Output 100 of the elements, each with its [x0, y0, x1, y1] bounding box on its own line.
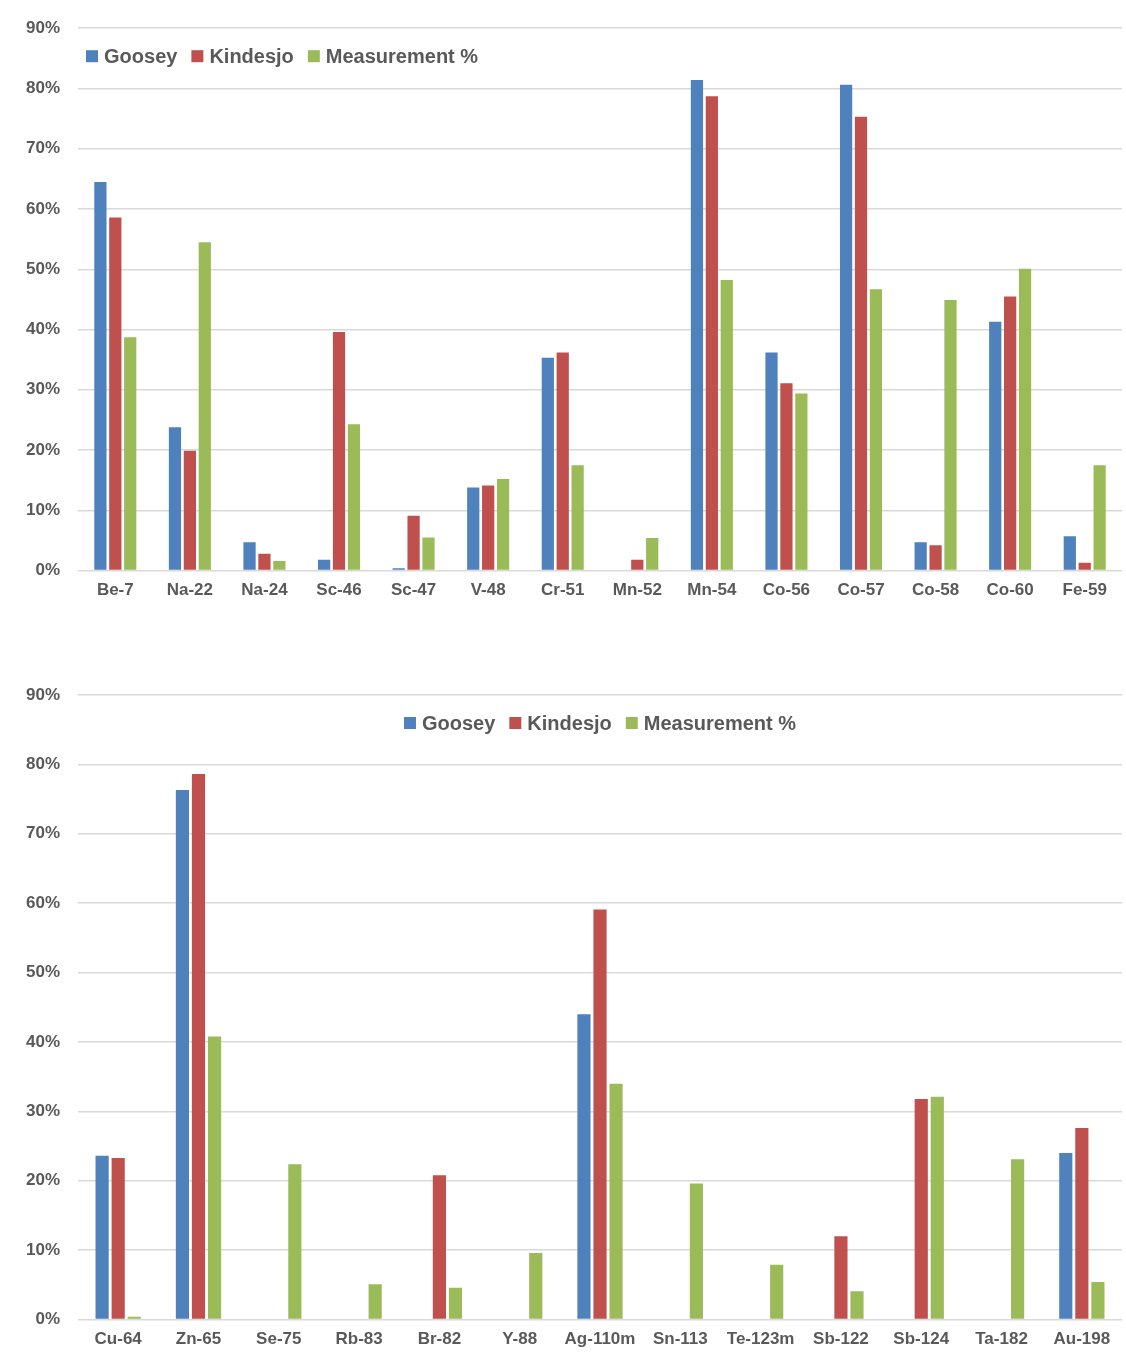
x-tick-label: Ag-110m	[564, 1329, 636, 1349]
bar	[631, 559, 644, 570]
x-tick-label: Te-123m	[726, 1329, 795, 1349]
y-tick-label: 30%	[25, 379, 61, 399]
y-tick-label: 50%	[25, 962, 61, 982]
bar	[1078, 562, 1091, 570]
bar	[1075, 1128, 1089, 1319]
bar	[1018, 268, 1032, 570]
bar	[467, 487, 480, 570]
bar	[571, 465, 584, 570]
bar	[496, 479, 510, 570]
x-tick-label: Co-58	[911, 580, 960, 600]
bar	[332, 331, 346, 570]
bar	[541, 357, 554, 570]
bar	[929, 545, 942, 570]
bar	[207, 1036, 222, 1319]
y-tick-label: 70%	[25, 823, 61, 843]
bar	[690, 80, 704, 570]
x-tick-label: Co-60	[986, 580, 1034, 600]
bar	[869, 289, 883, 570]
y-tick-label: 40%	[25, 1031, 61, 1051]
y-tick-label: 10%	[25, 500, 61, 520]
bar	[795, 393, 808, 570]
bar	[422, 537, 435, 570]
y-tick-label: 60%	[25, 198, 61, 218]
bar	[109, 217, 122, 570]
bar	[95, 1155, 109, 1319]
x-tick-label: Mn-54	[687, 580, 737, 600]
y-tick-label: 20%	[25, 439, 61, 459]
y-tick-label: 0%	[35, 560, 61, 580]
bar	[243, 542, 256, 570]
bar	[930, 1096, 944, 1319]
x-tick-label: Y-88	[502, 1329, 538, 1349]
y-tick-label: 90%	[25, 17, 61, 37]
bar	[258, 553, 271, 570]
x-tick-label: Sb-122	[813, 1329, 869, 1349]
y-tick-label: 50%	[25, 258, 61, 278]
bar	[989, 321, 1002, 570]
x-tick-label: Na-24	[241, 580, 289, 600]
y-tick-label: 40%	[25, 319, 61, 339]
bar	[705, 96, 718, 570]
y-tick-label: 30%	[25, 1101, 61, 1121]
legend-label: Goosey	[421, 711, 497, 734]
bar	[1004, 296, 1017, 570]
bar	[407, 515, 420, 570]
bar	[94, 181, 107, 570]
x-tick-label: Co-56	[762, 580, 811, 600]
y-tick-label: 90%	[25, 684, 61, 704]
bar	[914, 1098, 928, 1319]
x-tick-label: Co-57	[837, 580, 885, 600]
bar	[124, 337, 137, 570]
bar	[720, 280, 733, 570]
y-tick-label: 60%	[25, 892, 61, 912]
bar	[168, 427, 182, 570]
bar	[191, 774, 206, 1319]
legend-label: Kindesjo	[209, 44, 294, 67]
x-tick-label: Sc-46	[316, 580, 362, 600]
bar	[556, 352, 569, 570]
bar	[273, 560, 286, 570]
bar	[850, 1291, 864, 1319]
x-tick-label: Se-75	[256, 1329, 302, 1349]
y-tick-label: 20%	[25, 1170, 61, 1190]
bar	[646, 538, 659, 570]
bar	[432, 1175, 446, 1319]
x-tick-label: Sb-124	[893, 1329, 950, 1349]
bar	[175, 790, 190, 1319]
x-tick-label: Au-198	[1053, 1329, 1111, 1349]
bar	[317, 559, 331, 570]
bar	[1091, 1282, 1105, 1319]
bar	[765, 352, 778, 570]
legend-label: Measurement %	[643, 711, 797, 734]
x-tick-label: Fe-59	[1062, 580, 1107, 600]
bar	[1093, 465, 1106, 570]
x-tick-label: Mn-52	[612, 580, 662, 600]
legend-label: Kindesjo	[527, 711, 612, 734]
bar	[448, 1287, 463, 1319]
bar	[854, 116, 868, 570]
bar	[1063, 536, 1076, 570]
x-tick-label: Br-82	[417, 1329, 462, 1349]
x-tick-label: Cr-51	[540, 580, 585, 600]
bar	[944, 300, 957, 570]
bar	[111, 1157, 125, 1319]
x-tick-label: Ta-182	[975, 1329, 1028, 1349]
legend-label: Goosey	[104, 44, 179, 67]
bar	[689, 1183, 703, 1319]
bar	[482, 485, 495, 570]
legend-label: Measurement %	[325, 44, 479, 67]
bar	[834, 1236, 848, 1319]
bar	[347, 424, 361, 570]
bar	[577, 1014, 591, 1319]
bar	[1011, 1159, 1025, 1319]
bar	[183, 450, 196, 570]
x-tick-label: Rb-83	[335, 1329, 383, 1349]
bar	[770, 1264, 784, 1319]
bar	[529, 1252, 543, 1319]
x-tick-label: Zn-65	[175, 1329, 222, 1349]
bar	[1059, 1153, 1073, 1319]
bar	[914, 542, 927, 570]
bar	[288, 1164, 302, 1319]
x-tick-label: Be-7	[96, 580, 134, 600]
